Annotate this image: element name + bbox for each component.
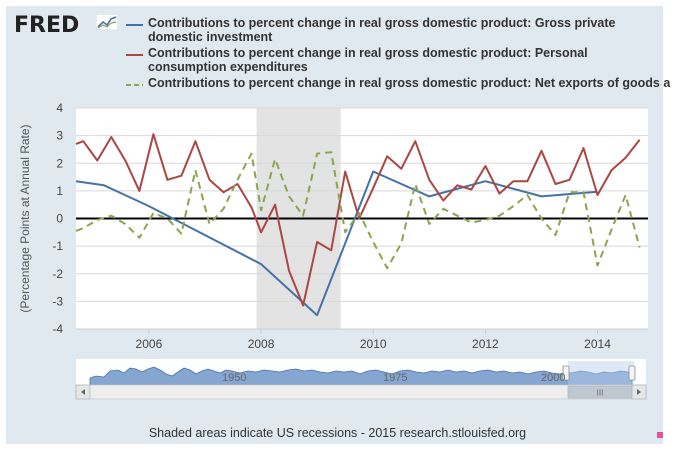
y-tick-label: 2 (56, 156, 63, 170)
legend-label-investment: Contributions to percent change in real … (148, 16, 616, 44)
y-tick-label: -3 (52, 294, 63, 308)
legend-item-investment[interactable]: Contributions to percent change in real … (126, 16, 671, 46)
y-axis-label: (Percentage Points at Annual Rate) (18, 124, 32, 312)
x-tick-label: 2014 (584, 337, 611, 351)
x-tick-label: 2008 (248, 337, 275, 351)
x-tick-label: 2010 (360, 337, 387, 351)
navigator-overview-area (89, 366, 633, 386)
legend-label-consumption: Contributions to percent change in real … (148, 46, 588, 74)
x-tick-label: 2012 (472, 337, 499, 351)
legend-item-consumption[interactable]: Contributions to percent change in real … (126, 46, 671, 76)
legend-label-net-exports: Contributions to percent change in real … (148, 76, 671, 90)
fred-logo[interactable]: FRED (14, 13, 80, 38)
legend-swatch-net-exports (126, 84, 143, 86)
y-tick-label: 1 (56, 184, 63, 198)
navigator-right-handle[interactable] (628, 365, 636, 381)
x-tick-label: 2006 (136, 337, 163, 351)
plot-layer: -4 -3 -2 -1 0 1 2 3 4 2006 2008 2010 2012 2014 (Percen… (18, 101, 648, 351)
legend-item-net-exports[interactable]: Contributions to percent change in real … (126, 76, 671, 92)
scrollbar-track[interactable] (75, 384, 647, 400)
series-line-consumption[interactable] (75, 133, 641, 307)
y-tick-label: -1 (52, 239, 63, 253)
scrollbar-thumb-grip: III (597, 389, 604, 398)
navigator-left-handle[interactable] (562, 365, 570, 381)
navigator[interactable]: 1950 1975 2000 (76, 359, 646, 386)
y-tick-label: 0 (56, 212, 63, 226)
navigator-label-1975: 1975 (383, 372, 407, 384)
scroll-left-arrow-icon (81, 389, 85, 395)
series-line-net-exports[interactable] (75, 151, 641, 270)
y-tick-label: -2 (52, 267, 63, 281)
navigator-selected-range[interactable] (568, 361, 634, 385)
y-tick-label: 4 (56, 101, 63, 115)
y-tick-label: -4 (52, 322, 63, 336)
scrollbar[interactable]: III (75, 384, 647, 400)
y-tick-label: 3 (56, 129, 63, 143)
scroll-right-arrow-icon (637, 389, 641, 395)
fred-logo-chart-icon (96, 14, 118, 30)
corner-marker (657, 432, 663, 438)
legend-swatch-consumption (126, 54, 143, 56)
scrollbar-thumb[interactable] (567, 385, 633, 399)
footer-note: Shaded areas indicate US recessions - 20… (148, 426, 527, 440)
navigator-label-2000: 2000 (541, 372, 565, 384)
series-line-investment[interactable] (75, 170, 598, 317)
navigator-label-1950: 1950 (222, 372, 246, 384)
legend-swatch-investment (126, 24, 143, 26)
